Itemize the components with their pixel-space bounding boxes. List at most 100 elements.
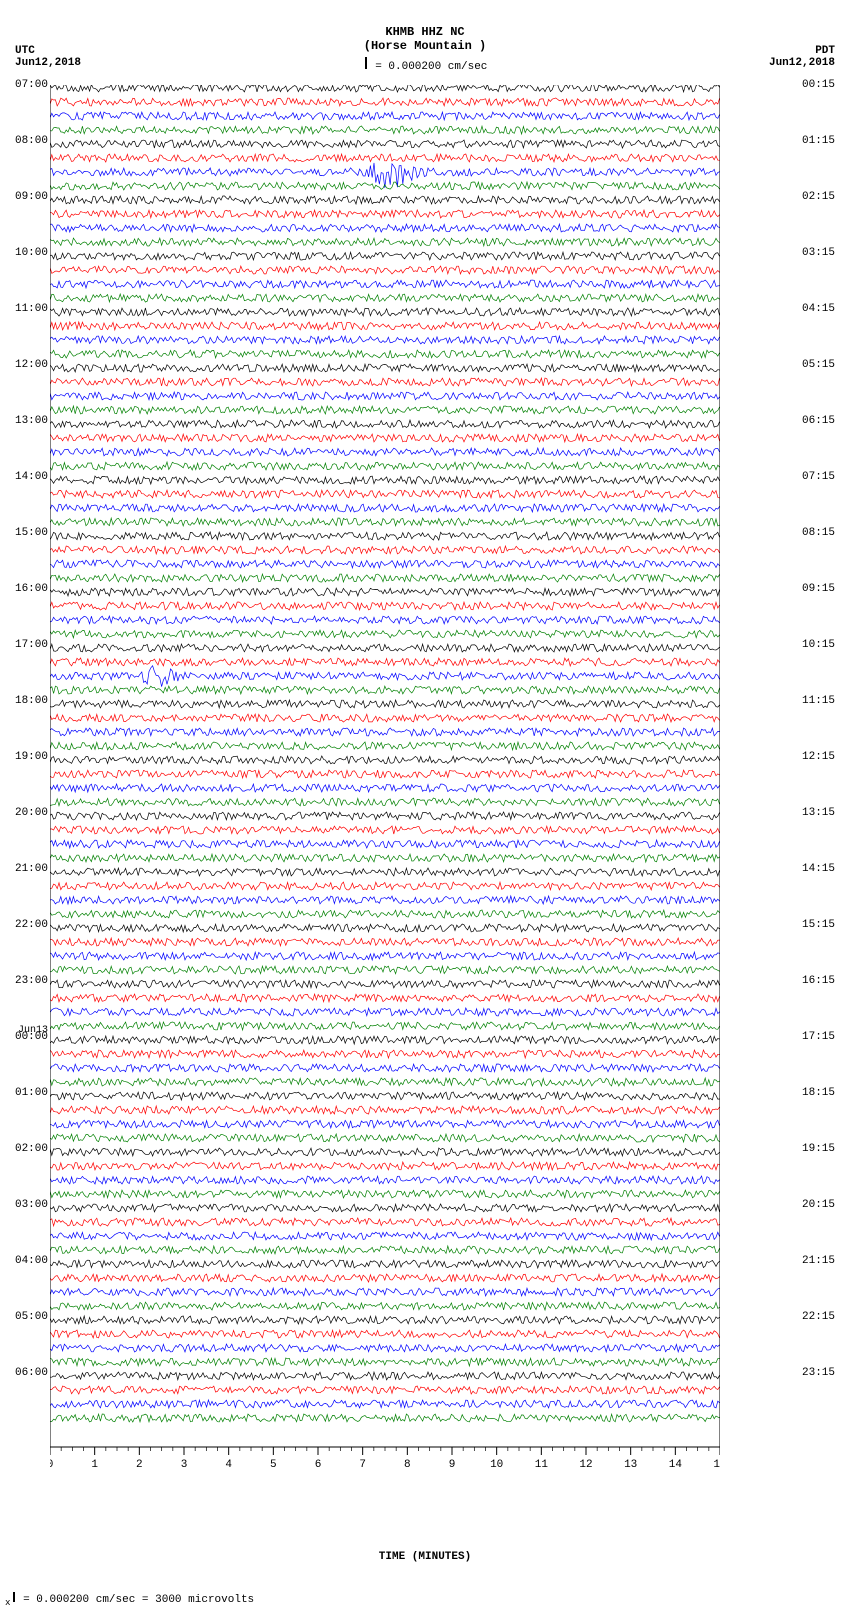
seismic-trace <box>50 1274 720 1282</box>
right-hour-label: 01:15 <box>802 135 835 147</box>
seismic-trace <box>50 756 720 764</box>
seismic-trace <box>50 518 720 526</box>
seismic-trace <box>50 1386 720 1394</box>
seismic-trace <box>50 1400 720 1408</box>
right-hour-label: 15:15 <box>802 919 835 931</box>
left-hour-label: 17:00 <box>15 639 48 651</box>
scale-bar-icon <box>365 57 367 69</box>
seismic-trace <box>50 210 720 218</box>
left-hour-label: 10:00 <box>15 247 48 259</box>
left-hour-label: 19:00 <box>15 751 48 763</box>
station-name: (Horse Mountain ) <box>0 39 850 53</box>
x-tick-label: 13 <box>624 1459 637 1471</box>
left-hour-label: 20:00 <box>15 807 48 819</box>
left-hour-label: 08:00 <box>15 135 48 147</box>
right-hour-label: 06:15 <box>802 415 835 427</box>
seismic-trace <box>50 126 720 134</box>
seismic-trace <box>50 910 720 918</box>
seismic-trace <box>50 952 720 960</box>
seismogram-svg: 0123456789101112131415 <box>50 85 720 1540</box>
seismic-trace <box>50 1106 720 1114</box>
seismic-trace <box>50 238 720 246</box>
plot-area: 0123456789101112131415 <box>50 85 720 1540</box>
seismic-trace <box>50 350 720 358</box>
seismic-trace <box>50 490 720 498</box>
seismic-trace <box>50 196 720 204</box>
left-hour-label: 05:00 <box>15 1311 48 1323</box>
x-tick-label: 5 <box>270 1459 277 1471</box>
plot-header: KHMB HHZ NC (Horse Mountain ) = 0.000200… <box>0 25 850 73</box>
seismic-trace <box>50 1120 720 1128</box>
left-hour-label: 01:00 <box>15 1087 48 1099</box>
helicorder-plot: KHMB HHZ NC (Horse Mountain ) = 0.000200… <box>0 0 850 1613</box>
seismic-trace <box>50 784 720 792</box>
right-hour-label: 23:15 <box>802 1367 835 1379</box>
seismic-trace <box>50 364 720 372</box>
seismic-trace <box>50 252 720 260</box>
left-hour-label: 06:00 <box>15 1367 48 1379</box>
seismic-trace <box>50 1050 720 1058</box>
left-hour-label: 23:00 <box>15 975 48 987</box>
seismic-trace <box>50 938 720 946</box>
seismic-trace <box>50 448 720 456</box>
left-hour-label: 04:00 <box>15 1255 48 1267</box>
left-hour-label: 00:00 <box>15 1031 48 1043</box>
x-axis-title: TIME (MINUTES) <box>0 1551 850 1563</box>
left-hour-label: 07:00 <box>15 79 48 91</box>
seismic-trace <box>50 1288 720 1296</box>
right-time-labels: 00:1501:1502:1503:1504:1505:1506:1507:15… <box>802 85 842 1540</box>
right-hour-label: 13:15 <box>802 807 835 819</box>
x-tick-label: 10 <box>490 1459 503 1471</box>
seismic-trace <box>50 1008 720 1016</box>
seismic-trace <box>50 378 720 386</box>
seismic-trace <box>50 924 720 932</box>
x-tick-label: 8 <box>404 1459 411 1471</box>
right-hour-label: 19:15 <box>802 1143 835 1155</box>
right-hour-label: 08:15 <box>802 527 835 539</box>
seismic-trace <box>50 770 720 778</box>
tz-right-label: PDT <box>769 45 835 57</box>
left-hour-label: 02:00 <box>15 1143 48 1155</box>
right-hour-label: 18:15 <box>802 1087 835 1099</box>
x-tick-label: 2 <box>136 1459 143 1471</box>
station-code: KHMB HHZ NC <box>0 25 850 39</box>
x-tick-label: 12 <box>579 1459 592 1471</box>
seismic-trace <box>50 1302 720 1310</box>
x-tick-label: 1 <box>91 1459 98 1471</box>
left-hour-label: 18:00 <box>15 695 48 707</box>
seismic-trace <box>50 1078 720 1086</box>
seismic-trace <box>50 322 720 330</box>
seismic-trace <box>50 840 720 848</box>
seismic-trace <box>50 1162 720 1170</box>
left-hour-label: 03:00 <box>15 1199 48 1211</box>
tz-right-date: Jun12,2018 <box>769 57 835 69</box>
left-hour-label: 12:00 <box>15 359 48 371</box>
seismic-trace <box>50 714 720 722</box>
seismic-trace <box>50 154 720 162</box>
left-hour-label: 09:00 <box>15 191 48 203</box>
seismic-trace <box>50 140 720 148</box>
x-tick-label: 14 <box>669 1459 683 1471</box>
left-hour-label: 13:00 <box>15 415 48 427</box>
seismic-trace <box>50 980 720 988</box>
seismic-trace <box>50 1372 720 1380</box>
seismic-trace <box>50 280 720 288</box>
x-tick-label: 6 <box>315 1459 322 1471</box>
seismic-trace <box>50 336 720 344</box>
scale-info: = 0.000200 cm/sec <box>0 57 850 73</box>
seismic-trace <box>50 1190 720 1198</box>
seismic-trace <box>50 224 720 232</box>
right-hour-label: 21:15 <box>802 1255 835 1267</box>
seismic-trace <box>50 798 720 806</box>
seismic-trace <box>50 994 720 1002</box>
right-hour-label: 04:15 <box>802 303 835 315</box>
right-hour-label: 07:15 <box>802 471 835 483</box>
seismic-trace <box>50 812 720 820</box>
right-hour-label: 09:15 <box>802 583 835 595</box>
seismic-trace <box>50 630 720 638</box>
seismic-trace <box>50 266 720 274</box>
seismic-trace <box>50 1246 720 1254</box>
seismic-trace <box>50 602 720 610</box>
right-hour-label: 02:15 <box>802 191 835 203</box>
seismic-trace <box>50 1092 720 1100</box>
